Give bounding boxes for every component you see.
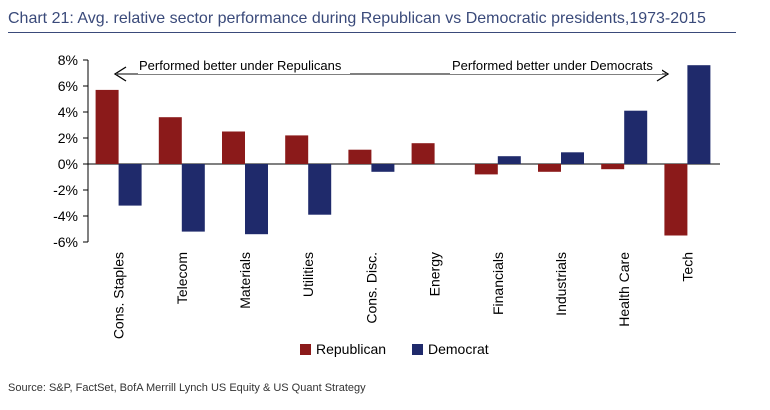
y-tick-label: 6% [58, 78, 78, 94]
y-tick-label: 0% [58, 156, 78, 172]
x-tick-label: Tech [679, 252, 695, 282]
x-tick-label: Materials [237, 252, 253, 309]
bar-democrat-telecom [181, 164, 205, 232]
bar-democrat-health-care [624, 110, 648, 164]
x-tick-label: Industrials [553, 252, 569, 316]
bar-republican-materials [222, 131, 245, 164]
bar-republican-energy [411, 143, 435, 164]
bar-republican-industrials [538, 164, 561, 172]
y-tick-label: 2% [58, 130, 78, 146]
x-tick-label: Financials [490, 252, 506, 315]
annotation-right: Performed better under Democrats [452, 58, 653, 73]
legend-label-republican: Republican [316, 341, 386, 357]
title-rule [8, 32, 736, 33]
bar-republican-health-care [601, 164, 625, 170]
x-tick-label: Cons. Disc. [363, 252, 379, 324]
legend-label-democrat: Democrat [428, 341, 489, 357]
x-tick-label: Energy [427, 252, 443, 296]
bar-democrat-cons-disc [371, 164, 395, 172]
bar-democrat-financials [497, 156, 521, 164]
x-tick-label: Cons. Staples [111, 252, 127, 339]
y-tick-label: 8% [58, 52, 78, 68]
bar-democrat-industrials [561, 152, 584, 164]
bar-republican-financials [474, 164, 498, 175]
bar-democrat-cons-staples [118, 164, 142, 206]
bar-republican-cons-staples [95, 89, 119, 164]
annotation-arrowhead-left [113, 66, 127, 82]
bar-republican-tech [664, 164, 688, 236]
annotation-left: Performed better under Repulicans [139, 58, 342, 73]
y-tick-label: 4% [58, 104, 78, 120]
x-tick-label: Telecom [174, 252, 190, 304]
source-note: Source: S&P, FactSet, BofA Merrill Lynch… [8, 382, 366, 394]
bar-republican-utilities [285, 135, 309, 164]
chart-title: Chart 21: Avg. relative sector performan… [8, 10, 706, 27]
annotation-right-bg [450, 58, 662, 74]
bar-republican-cons-disc [348, 149, 372, 164]
bar-republican-telecom [158, 117, 182, 164]
bar-democrat-tech [687, 65, 711, 164]
bar-democrat-materials [245, 164, 268, 235]
x-tick-label: Health Care [616, 252, 632, 327]
annotation-left-bg [138, 58, 350, 74]
bar-democrat-utilities [308, 164, 332, 215]
legend-swatch-democrat [412, 344, 423, 355]
legend-swatch-republican [300, 344, 311, 355]
y-tick-label: -4% [53, 208, 78, 224]
y-tick-label: -6% [53, 234, 78, 250]
x-tick-label: Utilities [300, 252, 316, 297]
y-tick-label: -2% [53, 182, 78, 198]
